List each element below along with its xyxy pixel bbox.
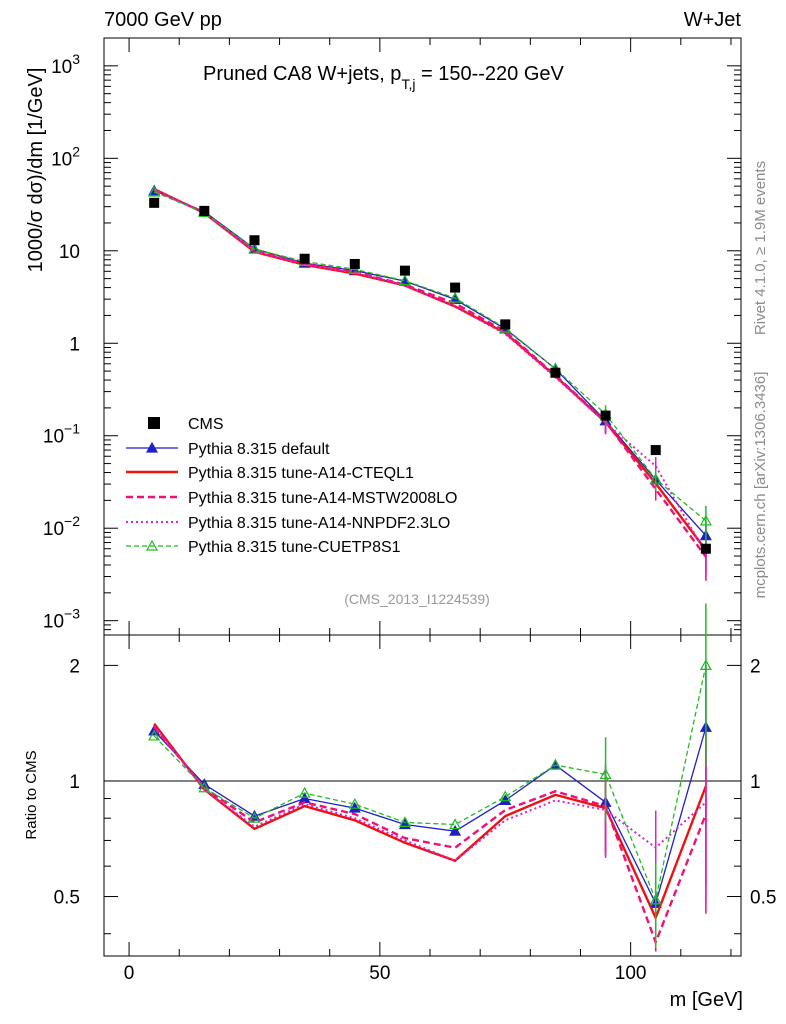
ratio-series-marker [449, 824, 462, 836]
data-point [399, 265, 410, 276]
analysis-id: (CMS_2013_I1224539) [344, 591, 490, 607]
legend-marker [145, 539, 159, 551]
legend-label: CMS [188, 416, 224, 433]
ratio-tick-label: 2 [69, 656, 80, 677]
ratio-series-line [153, 665, 707, 903]
y-tick-label: 102 [51, 143, 80, 170]
ratio-tick-label: 2 [750, 656, 761, 677]
x-tick-label: 50 [369, 963, 390, 984]
data-point [450, 282, 461, 293]
y-tick-label: 10 [59, 242, 80, 263]
ratio-series-marker [198, 781, 211, 793]
chart-title: Pruned CA8 W+jets, pT,j = 150--220 GeV [203, 63, 565, 92]
data-point [199, 205, 210, 216]
series-marker [248, 242, 261, 254]
series-line [153, 191, 707, 522]
series-line [153, 188, 707, 555]
data-point [650, 445, 661, 456]
header-left: 7000 GeV pp [104, 9, 222, 31]
ratio-tick-label: 0.5 [750, 888, 776, 909]
ratio-series-marker [348, 801, 361, 813]
y-tick-label: 10−3 [43, 606, 80, 633]
ratio-series-marker [499, 794, 512, 805]
legend-label: Pythia 8.315 default [188, 441, 330, 458]
ratio-axis-label: Ratio to CMS [23, 750, 40, 839]
data-point [700, 543, 711, 554]
x-axis-label: m [GeV] [670, 989, 743, 1011]
ratio-series-marker [248, 811, 261, 823]
legend-label: Pythia 8.315 tune-A14-NNPDF2.3LO [188, 515, 450, 532]
x-tick-label: 100 [615, 963, 647, 984]
legend-label: Pythia 8.315 tune-A14-MSTW2008LO [188, 490, 457, 507]
series-marker [699, 514, 712, 526]
ratio-series-marker [398, 816, 411, 827]
legend: CMS Pythia 8.315 default Pythia 8.315 tune… [126, 416, 457, 556]
header-right: W+Jet [684, 9, 742, 31]
ratio-series-line [153, 727, 707, 906]
series-marker [449, 291, 462, 303]
ratio-series-marker [649, 893, 662, 905]
ratio-series-marker [499, 790, 512, 802]
y-tick-label: 1 [69, 334, 80, 355]
ratio-series-line [153, 726, 708, 946]
series-marker [148, 185, 161, 197]
ratio-series-marker [449, 818, 462, 830]
ratio-series-marker [549, 758, 562, 770]
ratio-frame [103, 634, 742, 957]
legend-marker [145, 441, 159, 453]
mcplots-label: mcplots.cern.ch [arXiv:1306.3436] [752, 372, 769, 599]
data-point [299, 253, 310, 264]
data-point [349, 258, 360, 269]
ratio-series-marker [599, 768, 612, 780]
rivet-label: Rivet 4.1.0, ≥ 1.9M events [752, 161, 769, 335]
x-tick-label: 0 [124, 963, 135, 984]
ratio-series-marker [348, 797, 361, 809]
data-point [600, 410, 611, 421]
legend-label: Pythia 8.315 tune-CUETP8S1 [188, 539, 401, 556]
y-tick-label: 103 [51, 51, 80, 78]
ratio-series-marker [148, 729, 161, 741]
series-marker [649, 472, 662, 484]
y-tick-label: 10−2 [43, 513, 80, 540]
ratio-series-line [153, 722, 708, 921]
ratio-series-marker [298, 786, 311, 798]
data-point [500, 319, 511, 330]
data-point [550, 367, 561, 378]
ratio-tick-label: 1 [750, 772, 761, 793]
series-line [153, 188, 707, 558]
ratio-series-line [153, 725, 707, 862]
series-line [153, 190, 707, 537]
ratio-series-marker [699, 659, 712, 670]
series-marker [398, 274, 411, 286]
data-point [249, 235, 260, 246]
ratio-tick-label: 1 [69, 772, 80, 793]
y-tick-label: 10−1 [43, 421, 80, 448]
legend-marker-data [148, 417, 160, 429]
legend-label: Pythia 8.315 tune-A14-CTEQL1 [188, 465, 414, 482]
data-point [149, 197, 160, 208]
y-axis-label: 1000/σ dσ)/dm [1/GeV] [25, 68, 47, 273]
ratio-tick-label: 0.5 [54, 888, 80, 909]
